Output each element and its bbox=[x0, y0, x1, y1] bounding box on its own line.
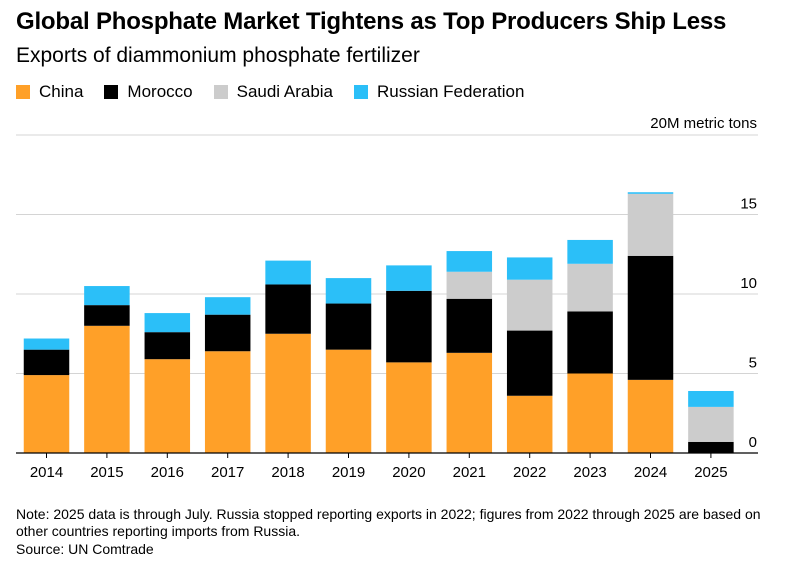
y-tick-label: 10 bbox=[740, 275, 757, 292]
legend-label-saudi-arabia: Saudi Arabia bbox=[236, 82, 334, 101]
bar-russian-federation-2017 bbox=[204, 297, 251, 315]
bar-china-2024 bbox=[627, 379, 674, 453]
x-tick-label: 2024 bbox=[634, 464, 667, 481]
legend-item-russian-federation: Russian Federation bbox=[354, 82, 524, 102]
legend-item-china: China bbox=[16, 82, 83, 102]
bar-china-2020 bbox=[386, 362, 432, 453]
legend: China Morocco Saudi Arabia Russian Feder… bbox=[16, 82, 545, 102]
bar-morocco-2018 bbox=[265, 284, 311, 334]
bar-china-2021 bbox=[446, 352, 493, 453]
bar-russian-federation-2020 bbox=[386, 265, 432, 291]
legend-label-morocco: Morocco bbox=[127, 82, 193, 101]
bar-morocco-2024 bbox=[627, 255, 674, 380]
legend-swatch-saudi-arabia bbox=[213, 85, 228, 99]
bar-russian-federation-2019 bbox=[325, 278, 372, 304]
x-tick-label: 2016 bbox=[151, 464, 184, 481]
bar-morocco-2022 bbox=[506, 330, 553, 396]
bar-china-2014 bbox=[23, 375, 70, 453]
chart-title: Global Phosphate Market Tightens as Top … bbox=[16, 8, 727, 35]
bar-china-2019 bbox=[325, 349, 372, 453]
source-note: Source: UN Comtrade bbox=[16, 541, 154, 557]
bar-russian-federation-2016 bbox=[144, 313, 191, 333]
bar-saudi-arabia-2021 bbox=[446, 271, 493, 299]
bar-morocco-2016 bbox=[144, 332, 191, 360]
y-tick-label: 5 bbox=[749, 355, 757, 372]
bars bbox=[23, 192, 734, 453]
x-tick-label: 2018 bbox=[271, 464, 304, 481]
bar-saudi-arabia-2022 bbox=[506, 279, 553, 331]
x-tick-label: 2015 bbox=[90, 464, 123, 481]
bar-saudi-arabia-2023 bbox=[567, 263, 613, 312]
bar-morocco-2014 bbox=[23, 349, 70, 376]
bar-china-2018 bbox=[265, 333, 311, 453]
bar-russian-federation-2022 bbox=[506, 257, 553, 280]
x-tick-label: 2014 bbox=[30, 464, 63, 481]
x-tick-label: 2025 bbox=[694, 464, 727, 481]
bar-china-2022 bbox=[506, 395, 553, 453]
bar-russian-federation-2023 bbox=[567, 239, 613, 264]
x-tick-label: 2019 bbox=[332, 464, 365, 481]
bar-russian-federation-2015 bbox=[84, 286, 130, 306]
chart-subtitle: Exports of diammonium phosphate fertiliz… bbox=[16, 44, 420, 67]
bar-russian-federation-2014 bbox=[23, 338, 70, 350]
bar-morocco-2020 bbox=[386, 290, 432, 363]
y-unit-label: 20M metric tons bbox=[650, 115, 757, 132]
legend-swatch-russian-federation bbox=[354, 85, 369, 99]
bar-saudi-arabia-2025 bbox=[688, 406, 734, 442]
legend-label-russian-federation: Russian Federation bbox=[377, 82, 525, 101]
bar-russian-federation-2024 bbox=[627, 192, 674, 194]
bar-morocco-2015 bbox=[84, 305, 130, 326]
x-tick-label: 2022 bbox=[513, 464, 546, 481]
axes: 0 5 10 15 20M metric tons 2014 2015 2016 2017 201… bbox=[16, 115, 758, 481]
legend-item-morocco: Morocco bbox=[104, 82, 193, 102]
x-tick-label: 2020 bbox=[392, 464, 425, 481]
bar-chart: 0 5 10 15 20M metric tons 2014 2015 2016 2017 201… bbox=[16, 115, 758, 481]
bar-china-2015 bbox=[84, 325, 130, 453]
bar-russian-federation-2021 bbox=[446, 251, 493, 272]
x-tick-label: 2021 bbox=[453, 464, 486, 481]
legend-swatch-morocco bbox=[104, 85, 119, 99]
bar-morocco-2021 bbox=[446, 298, 493, 353]
x-tick-label: 2017 bbox=[211, 464, 244, 481]
bar-morocco-2019 bbox=[325, 303, 372, 350]
footnote: Note: 2025 data is through July. Russia … bbox=[16, 506, 761, 539]
legend-item-saudi-arabia: Saudi Arabia bbox=[213, 82, 334, 102]
bar-china-2017 bbox=[204, 351, 251, 453]
x-tick-label: 2023 bbox=[573, 464, 606, 481]
bar-china-2023 bbox=[567, 373, 613, 453]
legend-swatch-china bbox=[16, 85, 30, 99]
bar-russian-federation-2018 bbox=[265, 260, 311, 285]
bar-morocco-2023 bbox=[567, 311, 613, 374]
legend-label-china: China bbox=[39, 82, 84, 101]
y-tick-label: 0 bbox=[749, 434, 757, 451]
y-tick-label: 15 bbox=[740, 196, 757, 213]
bar-russian-federation-2025 bbox=[688, 390, 734, 407]
bar-morocco-2017 bbox=[204, 314, 251, 352]
bar-saudi-arabia-2024 bbox=[627, 193, 674, 256]
bar-china-2016 bbox=[144, 359, 191, 453]
bar-morocco-2025 bbox=[688, 441, 734, 453]
